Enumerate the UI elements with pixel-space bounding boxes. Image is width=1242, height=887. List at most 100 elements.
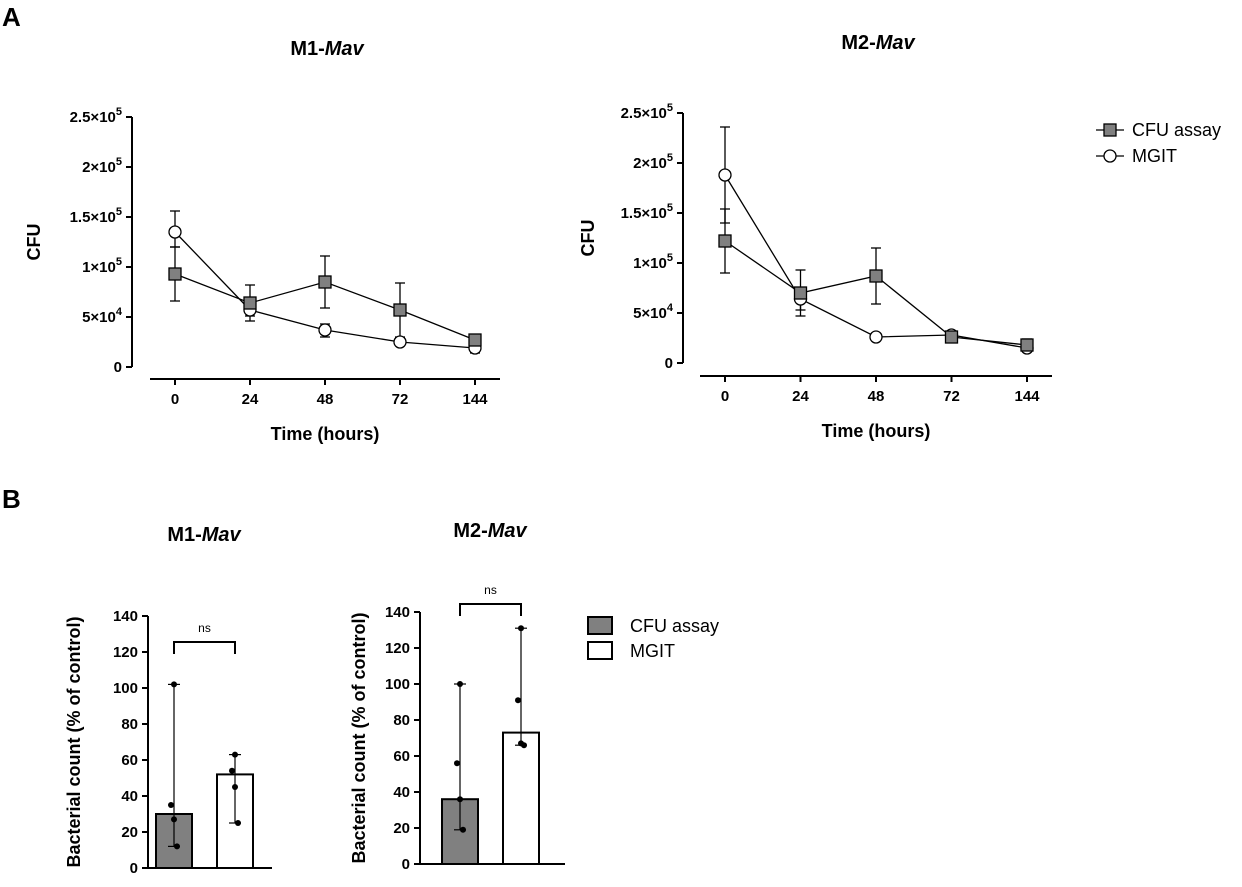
y-tick-label: 100	[385, 676, 410, 693]
x-tick-label: 144	[1014, 388, 1040, 405]
chart-a-m1: M1-Mav 0 5×104 1×105 1.5×105 2×105 2.5×105 0 24 4…	[24, 38, 500, 444]
data-point-square	[243, 296, 257, 310]
data-point-square	[718, 234, 732, 248]
y-tick-label: 2.5×105	[621, 102, 673, 122]
y-tick-label: 20	[121, 824, 138, 841]
y-tick-label: 60	[393, 748, 410, 765]
data-point	[232, 751, 238, 758]
data-point	[232, 784, 238, 790]
data-point	[518, 625, 524, 632]
panel-label-a: A	[2, 2, 21, 32]
y-tick-label: 2×105	[633, 152, 673, 172]
x-tick-label: 48	[317, 391, 334, 408]
chart-title: M2-Mav	[841, 32, 916, 54]
bar	[502, 731, 540, 865]
y-axis-label: Bacterial count (% of control)	[349, 612, 369, 863]
data-point-square	[318, 275, 332, 289]
y-axis-label: Bacterial count (% of control)	[64, 616, 84, 867]
legend-swatch-mgit	[587, 641, 613, 660]
chart-b-m1: M1-Mav 0 20 40 60 80 100 120 140 Bacterial count …	[64, 524, 272, 877]
chart-title: M1-Mav	[290, 38, 365, 60]
data-point-square	[869, 269, 883, 283]
data-point-circle	[168, 225, 182, 239]
legend-label-mgit: MGIT	[630, 641, 675, 661]
data-point	[454, 760, 460, 767]
data-point	[235, 820, 241, 826]
legend-label-mgit: MGIT	[1132, 146, 1177, 166]
y-tick-label: 100	[113, 680, 138, 697]
x-tick-label: 0	[171, 391, 179, 408]
y-tick-label: 2.5×105	[70, 106, 122, 126]
data-point	[457, 796, 463, 803]
panel-label-b: B	[2, 484, 21, 514]
data-point-square	[168, 267, 182, 281]
x-axis-label: Time (hours)	[822, 421, 931, 441]
y-tick-label: 60	[121, 752, 138, 769]
legend-marker-mgit	[1103, 149, 1117, 163]
y-axis-label: CFU	[578, 220, 598, 257]
data-point	[168, 802, 174, 808]
legend-b: CFU assay MGIT	[587, 616, 719, 661]
x-tick-label: 144	[462, 391, 488, 408]
y-tick-label: 80	[393, 712, 410, 729]
y-tick-label: 80	[121, 716, 138, 733]
data-point	[171, 816, 177, 823]
data-point	[229, 767, 235, 774]
chart-a-m2: M2-Mav 0 5×104 1×105 1.5×105 2×105 2.5×105 0 24 4…	[578, 32, 1221, 441]
data-point	[171, 681, 177, 688]
significance-label: ns	[198, 621, 211, 635]
legend-swatch-cfu	[587, 616, 613, 635]
data-point	[457, 681, 463, 687]
legend-marker-cfu	[1103, 123, 1117, 137]
data-point-square	[393, 303, 407, 317]
y-tick-label: 0	[402, 856, 410, 873]
y-tick-label: 140	[113, 608, 138, 625]
data-point	[515, 697, 521, 704]
data-point	[521, 742, 527, 749]
y-tick-label: 1×105	[82, 256, 122, 276]
chart-title: M2-Mav	[453, 520, 528, 542]
y-tick-label: 120	[385, 640, 410, 657]
data-point-circle	[869, 330, 883, 344]
chart-b-m2: M2-Mav 0 20 40 60 80 100 120 140 Bacterial count …	[349, 520, 719, 873]
legend-label-cfu: CFU assay	[630, 616, 719, 636]
chart-title: M1-Mav	[167, 524, 242, 546]
data-point-circle	[318, 323, 332, 337]
x-tick-label: 24	[792, 388, 809, 405]
y-tick-label: 1.5×105	[621, 202, 673, 222]
y-tick-label: 40	[121, 788, 138, 805]
y-tick-label: 0	[114, 359, 122, 376]
data-point-square	[793, 286, 808, 300]
significance-label: ns	[484, 583, 497, 597]
x-tick-label: 72	[392, 391, 409, 408]
y-tick-label: 1.5×105	[70, 206, 122, 226]
legend-a: CFU assay MGIT	[1096, 120, 1221, 166]
data-point-circle	[393, 335, 407, 349]
data-point-square	[468, 333, 482, 347]
y-tick-label: 0	[665, 355, 673, 372]
significance-bracket	[173, 641, 236, 654]
y-tick-label: 5×104	[633, 302, 674, 322]
data-point-square	[1020, 338, 1034, 352]
y-tick-label: 0	[130, 860, 138, 877]
y-tick-label: 120	[113, 644, 138, 661]
x-tick-label: 24	[242, 391, 259, 408]
x-tick-label: 48	[868, 388, 885, 405]
y-tick-label: 1×105	[633, 252, 673, 272]
data-point-square	[944, 330, 959, 344]
legend-label-cfu: CFU assay	[1132, 120, 1221, 140]
y-tick-label: 20	[393, 820, 410, 837]
x-tick-label: 72	[943, 388, 960, 405]
data-point	[174, 843, 180, 850]
significance-bracket	[459, 603, 522, 616]
bar	[441, 798, 479, 866]
y-tick-label: 40	[393, 784, 410, 801]
x-axis-label: Time (hours)	[271, 424, 380, 444]
y-tick-label: 5×104	[82, 306, 123, 326]
y-tick-label: 140	[385, 604, 410, 621]
data-point-circle	[718, 168, 732, 182]
x-tick-label: 0	[721, 388, 729, 405]
y-axis-label: CFU	[24, 224, 44, 261]
data-point	[460, 826, 466, 833]
